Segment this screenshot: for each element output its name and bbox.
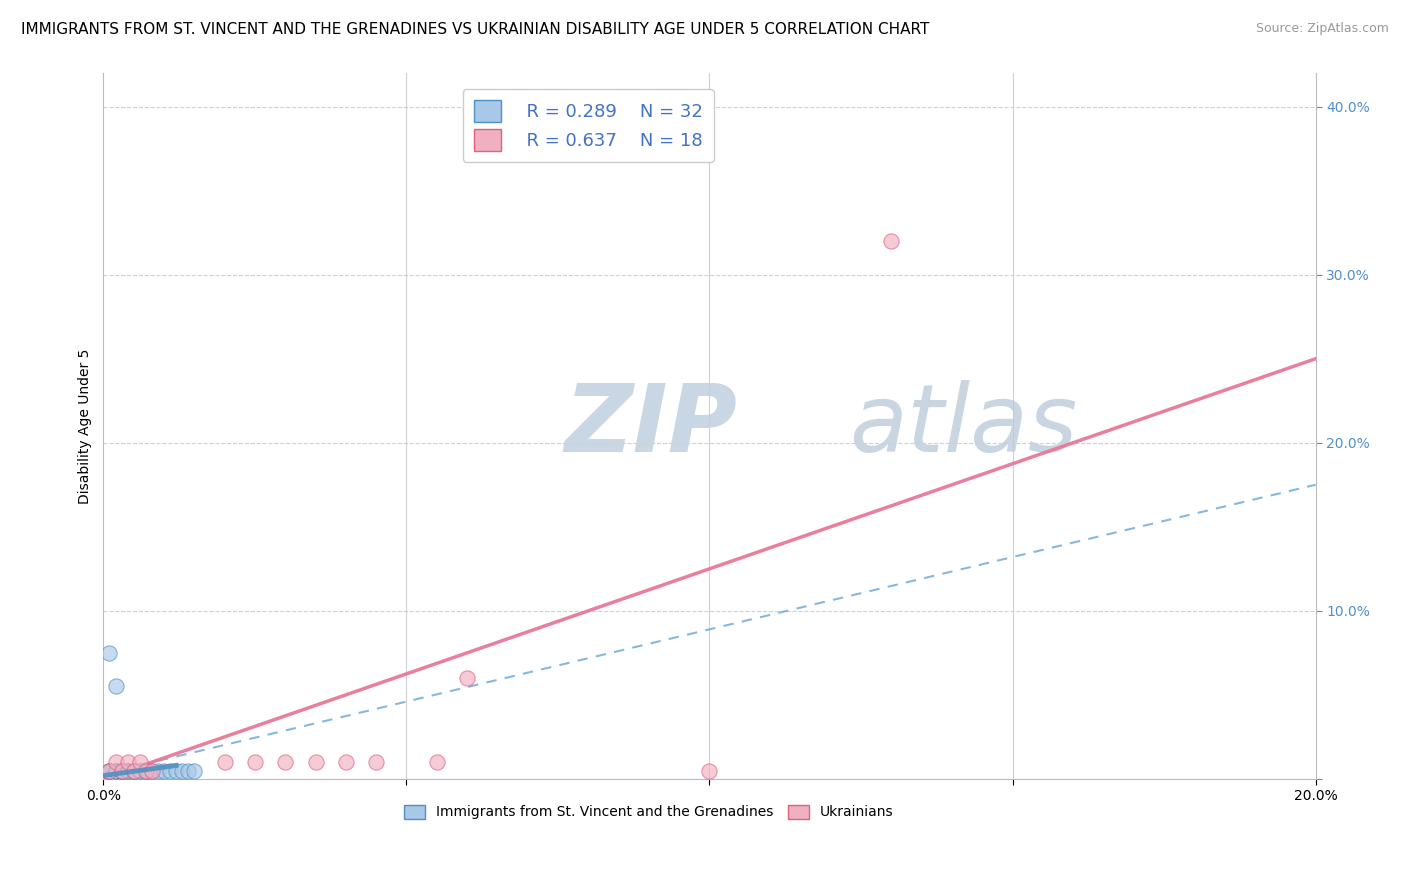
Point [146, 764, 169, 778]
Point [880, 234, 903, 248]
Point [135, 764, 157, 778]
Text: ZIP: ZIP [564, 380, 737, 472]
Point [304, 755, 326, 769]
Point [699, 764, 721, 778]
Point [98, 764, 121, 778]
Point [117, 764, 139, 778]
Point [135, 764, 157, 778]
Point [117, 755, 139, 769]
Point [117, 764, 139, 778]
Point [128, 764, 150, 778]
Point [110, 764, 132, 778]
Point [135, 764, 157, 778]
Legend: Immigrants from St. Vincent and the Grenadines, Ukrainians: Immigrants from St. Vincent and the Gren… [399, 799, 898, 825]
Point [122, 764, 145, 778]
Point [159, 764, 181, 778]
Point [214, 755, 236, 769]
Y-axis label: Disability Age Under 5: Disability Age Under 5 [79, 348, 93, 504]
Point [128, 755, 150, 769]
Point [128, 764, 150, 778]
Point [98, 764, 121, 778]
Point [98, 646, 121, 660]
Point [165, 764, 187, 778]
Point [110, 764, 132, 778]
Point [177, 764, 200, 778]
Point [141, 764, 163, 778]
Point [274, 755, 297, 769]
Point [141, 764, 163, 778]
Point [122, 764, 145, 778]
Point [243, 755, 266, 769]
Point [104, 764, 127, 778]
Point [122, 764, 145, 778]
Point [183, 764, 205, 778]
Point [366, 755, 388, 769]
Point [104, 764, 127, 778]
Text: IMMIGRANTS FROM ST. VINCENT AND THE GRENADINES VS UKRAINIAN DISABILITY AGE UNDER: IMMIGRANTS FROM ST. VINCENT AND THE GREN… [21, 22, 929, 37]
Point [335, 755, 357, 769]
Point [456, 671, 478, 685]
Point [98, 764, 121, 778]
Text: Source: ZipAtlas.com: Source: ZipAtlas.com [1256, 22, 1389, 36]
Point [426, 755, 449, 769]
Text: atlas: atlas [849, 381, 1077, 472]
Point [110, 764, 132, 778]
Point [98, 764, 121, 778]
Point [172, 764, 194, 778]
Point [117, 764, 139, 778]
Point [153, 764, 176, 778]
Point [110, 764, 132, 778]
Point [110, 764, 132, 778]
Point [104, 764, 127, 778]
Point [122, 764, 145, 778]
Point [104, 764, 127, 778]
Point [98, 764, 121, 778]
Point [104, 680, 127, 694]
Point [104, 755, 127, 769]
